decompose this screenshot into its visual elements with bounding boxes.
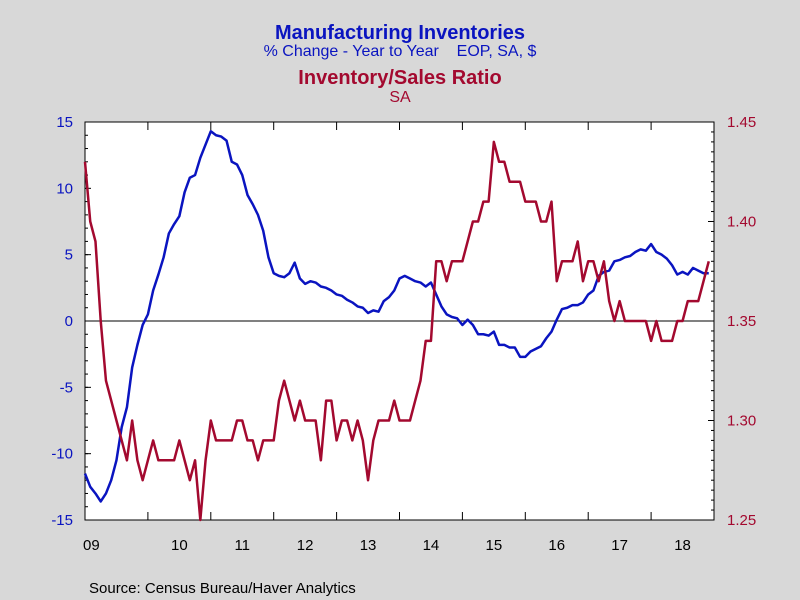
chart-subtitle-inventories: % Change - Year to Year EOP, SA, $ [264, 43, 537, 60]
x-tick-label: 11 [234, 537, 250, 554]
right-tick-label: 1.35 [727, 313, 756, 330]
left-axis: 15 10 5 0 -5 -10 -15 [51, 114, 91, 529]
x-tick-label: 17 [611, 537, 628, 554]
x-tick-label: 09 [83, 537, 100, 554]
x-tick-label: 10 [171, 537, 188, 554]
chart-title-ratio: Inventory/Sales Ratio [298, 67, 501, 89]
chart-subtitle-ratio: SA [389, 89, 411, 106]
left-tick-label: -5 [60, 379, 73, 396]
x-tick-label: 16 [548, 537, 565, 554]
left-tick-label: 15 [56, 114, 73, 131]
x-tick-label: 15 [486, 537, 503, 554]
right-tick-label: 1.30 [727, 413, 756, 430]
right-tick-label: 1.25 [727, 512, 756, 529]
left-tick-label: 5 [65, 247, 73, 264]
x-tick-label: 14 [423, 537, 440, 554]
left-tick-label: 0 [65, 313, 73, 330]
series-line-ratio [83, 140, 710, 522]
left-tick-label: -15 [51, 512, 73, 529]
right-axis: 1.45 1.40 1.35 1.30 1.25 [708, 114, 756, 529]
left-tick-label: 10 [56, 180, 73, 197]
right-tick-label: 1.40 [727, 214, 756, 231]
x-axis: 09 10 11 12 13 14 15 16 17 18 [83, 122, 715, 554]
x-tick-label: 13 [360, 537, 377, 554]
x-tick-label: 12 [297, 537, 314, 554]
right-tick-label: 1.45 [727, 114, 756, 131]
source-note: Source: Census Bureau/Haver Analytics [89, 580, 356, 597]
series-lines [83, 130, 710, 522]
x-tick-label: 18 [674, 537, 691, 554]
left-tick-label: -10 [51, 446, 73, 463]
chart-title-inventories: Manufacturing Inventories [275, 22, 525, 44]
